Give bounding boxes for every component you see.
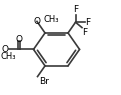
Text: F: F [83,28,88,37]
Text: CH₃: CH₃ [43,15,59,24]
Text: O: O [34,17,40,26]
Text: O: O [15,35,22,44]
Text: O: O [1,45,8,54]
Text: CH₃: CH₃ [0,52,16,61]
Text: F: F [73,5,78,14]
Text: Br: Br [39,78,49,87]
Text: F: F [85,18,90,27]
